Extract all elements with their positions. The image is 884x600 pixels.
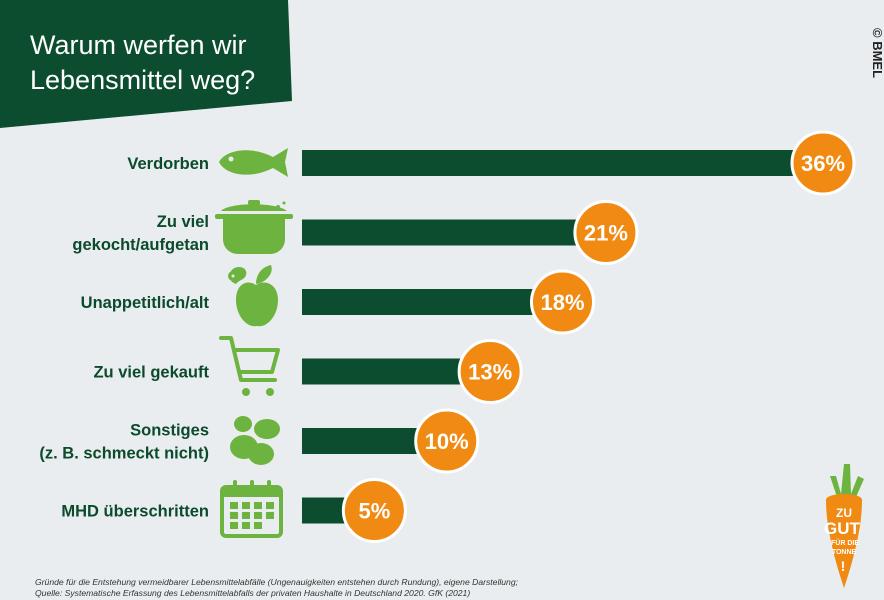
fish-icon — [219, 148, 288, 177]
bar-1 — [302, 150, 823, 176]
logo-text-4: TONNE — [832, 549, 857, 556]
value-badge-1 — [790, 130, 856, 196]
value-badge-2 — [573, 200, 639, 265]
carrot-logo: ZU GUT FÜR DIE TONNE ! — [824, 464, 864, 588]
bar-2 — [302, 219, 606, 246]
bar-3 — [302, 289, 563, 315]
shopping-cart-icon — [219, 336, 280, 396]
logo-text-1: ZU — [836, 506, 852, 520]
category-label-4: Zu viel gekauft — [93, 364, 209, 382]
title-line-2: Lebensmittel weg? — [30, 65, 255, 95]
calendar-icon — [220, 480, 283, 538]
title-line-1: Warum werfen wir — [30, 30, 247, 60]
value-badge-5 — [414, 408, 480, 474]
category-label-5-line-1: Sonstiges — [130, 422, 209, 440]
food-pieces-icon — [230, 416, 280, 465]
logo-text-2: GUT — [824, 519, 861, 538]
value-label-2: 21% — [584, 221, 628, 246]
footnote-line-1: Gründe für die Entstehung vermeidbarer L… — [35, 577, 519, 587]
category-label-6: MHD überschritten — [61, 503, 209, 521]
value-label-5: 10% — [425, 429, 469, 454]
value-label-4: 13% — [468, 360, 512, 385]
value-label-6: 5% — [358, 499, 390, 524]
title-banner — [0, 0, 292, 128]
category-label-5-line-2: (z. B. schmeckt nicht) — [39, 445, 209, 463]
copyright-text: © BMEL — [870, 28, 884, 78]
value-label-3: 18% — [540, 290, 584, 315]
value-badge-3 — [530, 269, 595, 335]
logo-text-5: ! — [841, 558, 846, 574]
category-label-2-line-2: gekocht/aufgetan — [72, 236, 209, 254]
category-label-1: Verdorben — [127, 155, 209, 173]
value-label-1: 36% — [801, 151, 845, 176]
category-label-2-line-1: Zu viel — [157, 213, 209, 231]
logo-text-3: FÜR DIE — [831, 538, 859, 547]
footnote-line-2: Quelle: Systematische Erfassung des Lebe… — [35, 588, 470, 598]
category-label-3: Unappetitlich/alt — [81, 294, 210, 312]
cooking-pot-icon — [215, 200, 293, 254]
value-badge-4 — [457, 339, 523, 404]
apple-worm-icon — [228, 265, 278, 327]
value-badge-6 — [341, 478, 407, 543]
bars-layer: 36% Verdorben 21% Zu viel gekocht/aufgetan 18… — [39, 130, 856, 543]
